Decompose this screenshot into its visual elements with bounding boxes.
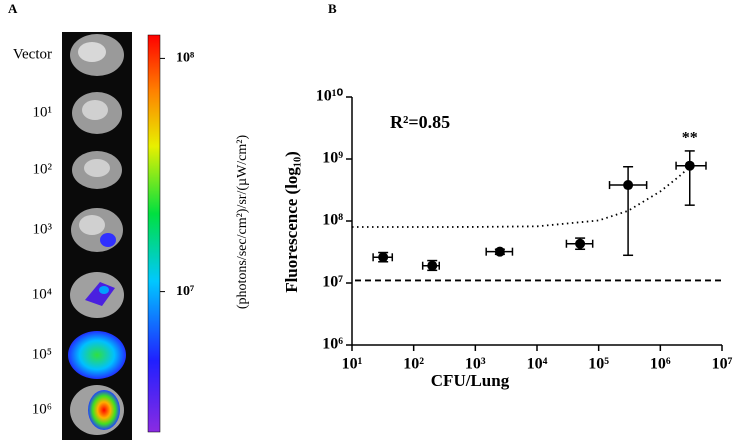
annotation: R²=0.85 — [390, 112, 450, 132]
data-point — [623, 180, 634, 191]
row-label: 10¹ — [33, 104, 53, 120]
row-label: 10⁴ — [32, 286, 52, 302]
fit-line — [352, 162, 695, 228]
x-tick-label: 10² — [403, 356, 424, 373]
y-tick-label: 10⁸ — [322, 212, 343, 229]
data-point — [684, 160, 695, 171]
row-label: 10⁶ — [32, 401, 52, 417]
y-tick-label: 10⁷ — [322, 274, 343, 291]
data-point — [494, 246, 505, 257]
y-tick-label: 10⁶ — [322, 336, 343, 353]
panel-label: B — [328, 1, 337, 16]
y-tick-label: 10⁹ — [322, 150, 343, 167]
x-tick-label: 10⁴ — [527, 356, 548, 373]
data-point — [427, 260, 438, 271]
colorbar-label: (photons/sec/cm²)/sr/(µW/cm²) — [235, 135, 250, 310]
row-label: 10² — [33, 161, 53, 177]
data-point — [378, 252, 389, 263]
x-tick-label: 10⁵ — [588, 356, 609, 373]
x-tick-label: 10⁷ — [712, 356, 733, 373]
y-tick-label: 10¹⁰ — [316, 88, 344, 105]
row-label: 10⁵ — [32, 346, 52, 362]
x-axis-label: CFU/Lung — [431, 371, 510, 390]
significance: ** — [682, 130, 698, 147]
colorbar — [147, 34, 161, 433]
colorbar-tick-label: 10⁸ — [176, 51, 194, 66]
row-label: 10³ — [33, 221, 53, 237]
x-tick-label: 10³ — [465, 356, 486, 373]
lung-strip — [62, 32, 132, 440]
row-label: Vector — [13, 46, 52, 62]
data-point — [575, 238, 586, 249]
colorbar-tick-label: 10⁷ — [176, 284, 194, 299]
x-tick-label: 10⁶ — [650, 356, 671, 373]
y-axis-label: Fluorescence (log₁₀) — [282, 151, 301, 293]
panel-label: A — [8, 1, 18, 16]
x-tick-label: 10¹ — [342, 356, 363, 373]
